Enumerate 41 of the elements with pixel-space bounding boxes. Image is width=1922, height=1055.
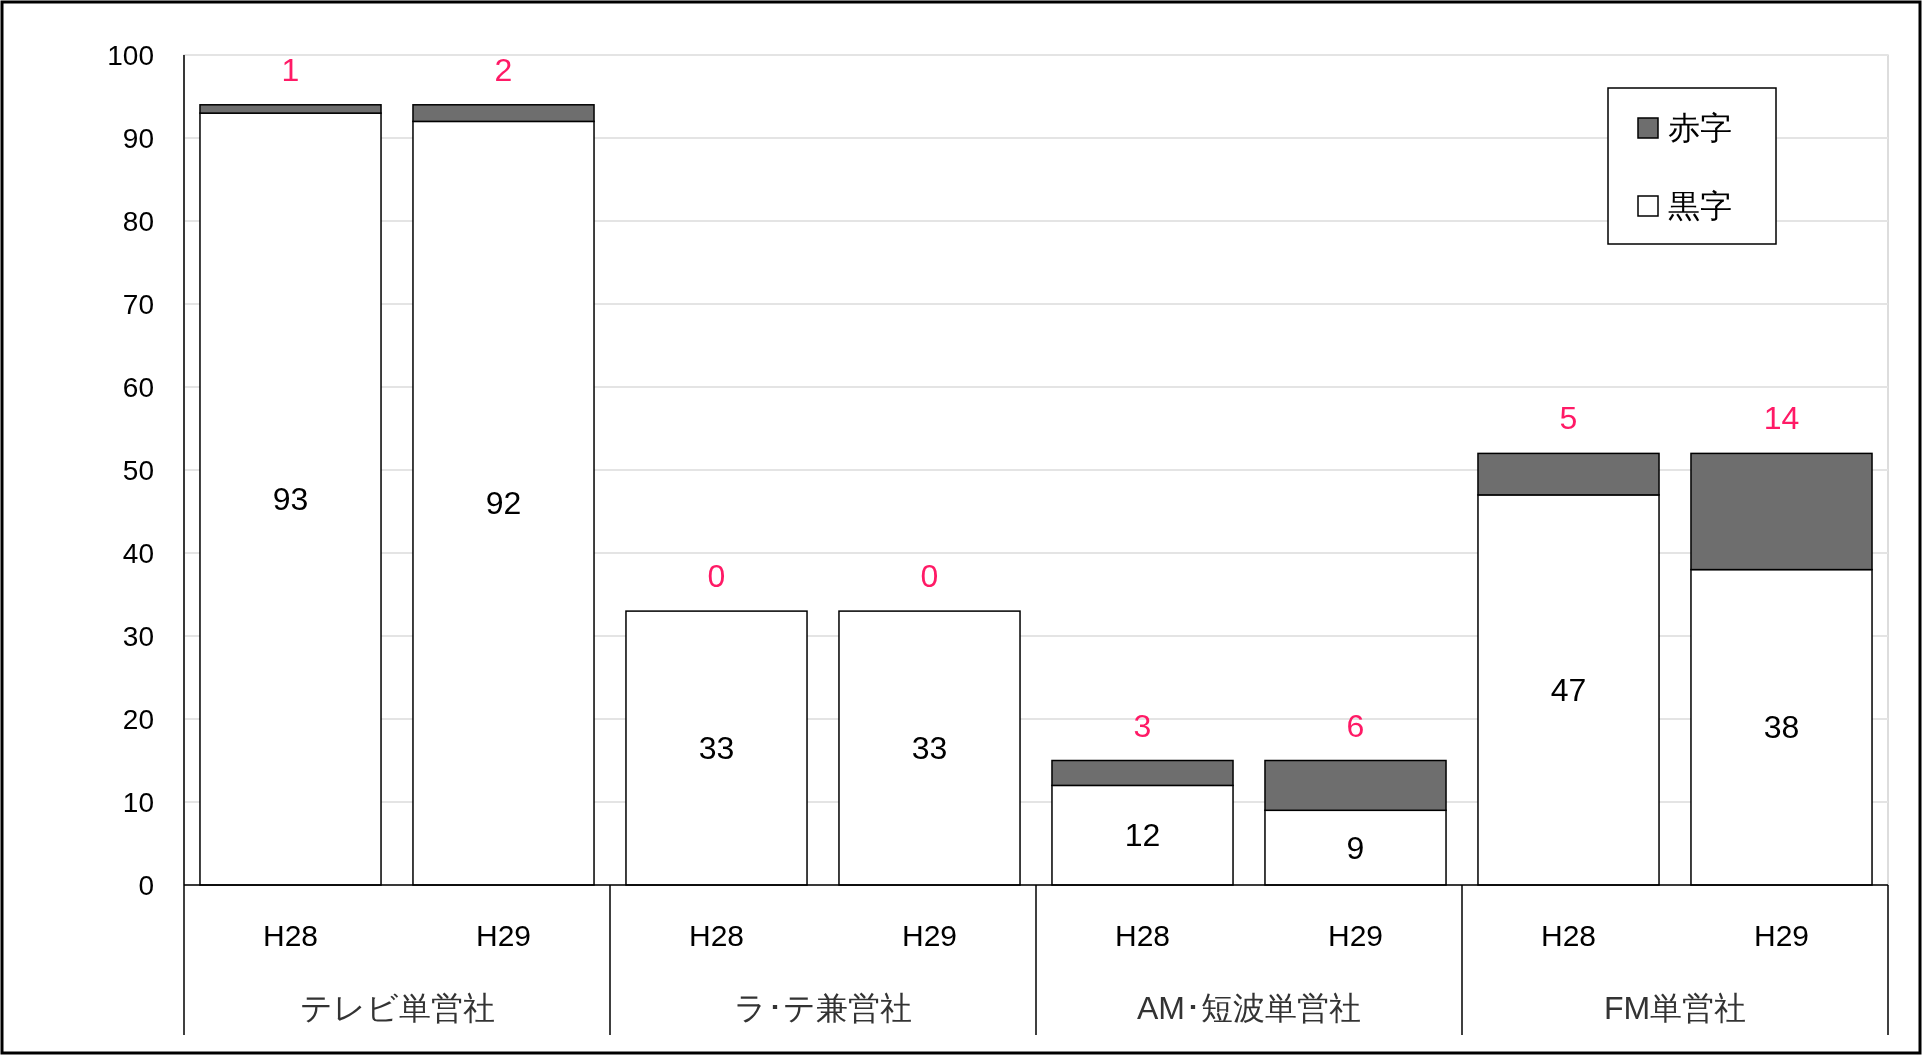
y-tick-label: 90: [122, 122, 154, 154]
x-tick-label: H29: [475, 918, 532, 952]
data-label: 33: [911, 730, 948, 767]
data-label: 47: [1550, 671, 1587, 708]
data-label: 9: [1346, 829, 1365, 866]
data-label: 33: [698, 730, 735, 767]
y-tick-label: 100: [107, 39, 154, 71]
x-tick-label: H28: [1114, 918, 1171, 952]
x-tick-label: H28: [688, 918, 745, 952]
x-tick-label: H29: [1327, 918, 1384, 952]
data-label: 93: [272, 481, 309, 518]
x-tick-label: H29: [901, 918, 958, 952]
text: AM･短波単営社: [1137, 990, 1361, 1026]
data-label: 1: [281, 51, 300, 88]
data-label: 0: [920, 558, 939, 595]
y-tick-label: 80: [122, 205, 154, 237]
data-label: 92: [485, 485, 522, 522]
y-tick-label: 30: [122, 620, 154, 652]
data-label: 14: [1763, 400, 1800, 437]
y-tick-label: 20: [122, 703, 154, 735]
y-tick-label: 0: [138, 869, 154, 901]
x-tick-label: H28: [1540, 918, 1597, 952]
y-tick-label: 50: [122, 454, 154, 486]
y-tick-label: 70: [122, 288, 154, 320]
data-label: 12: [1124, 817, 1161, 854]
x-tick-label: H29: [1753, 918, 1810, 952]
data-label: 0: [707, 558, 726, 595]
y-tick-label: 10: [122, 786, 154, 818]
y-tick-label: 60: [122, 371, 154, 403]
text: ラ･テ兼営社: [734, 990, 912, 1026]
data-label: 5: [1559, 400, 1578, 437]
legend-label: 赤字: [1668, 110, 1732, 146]
text: テレビ単営社: [299, 990, 495, 1026]
y-tick-label: 40: [122, 537, 154, 569]
data-label: 3: [1133, 707, 1152, 744]
data-label: 6: [1346, 707, 1365, 744]
text: FM単営社: [1603, 990, 1747, 1026]
legend-label: 黒字: [1668, 188, 1732, 224]
data-label: 2: [494, 51, 513, 88]
x-tick-label: H28: [262, 918, 319, 952]
data-label: 38: [1763, 709, 1800, 746]
